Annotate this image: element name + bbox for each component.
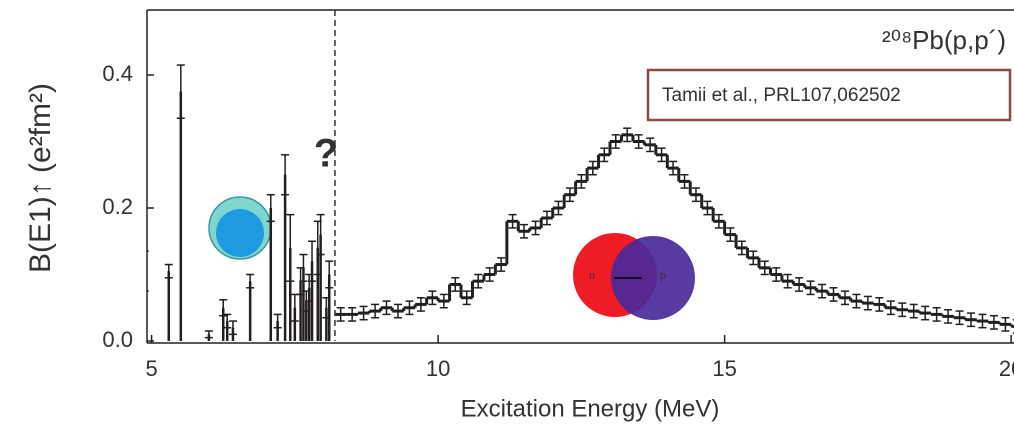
nucleus-core bbox=[216, 209, 264, 257]
reference: Tamii et al., PRL107,062502 bbox=[662, 85, 901, 106]
y-tick-label: 0.2 bbox=[102, 194, 133, 219]
nucleus-icon bbox=[208, 196, 272, 260]
x-tick-label: 10 bbox=[426, 356, 450, 381]
question-mark: ? bbox=[314, 132, 338, 176]
x-tick-label: 20 bbox=[999, 356, 1014, 381]
y-tick-label: 0.4 bbox=[102, 61, 133, 86]
plot-area bbox=[147, 64, 1014, 341]
neutron-label: n bbox=[589, 270, 595, 282]
proton-sphere bbox=[611, 236, 695, 320]
reference-box bbox=[646, 68, 1012, 122]
x-axis-label: Excitation Energy (MeV) bbox=[461, 395, 720, 422]
reaction-label: ²⁰⁸Pb(p,p´) bbox=[882, 25, 1006, 55]
x-tick-label: 5 bbox=[145, 356, 157, 381]
y-tick-label: 0.0 bbox=[102, 327, 133, 352]
dipole-icon: n p bbox=[573, 233, 695, 320]
proton-label: p bbox=[660, 270, 666, 282]
y-axis-label: B(E1)↑ (e²fm²) bbox=[24, 83, 57, 273]
x-tick-label: 15 bbox=[712, 356, 736, 381]
